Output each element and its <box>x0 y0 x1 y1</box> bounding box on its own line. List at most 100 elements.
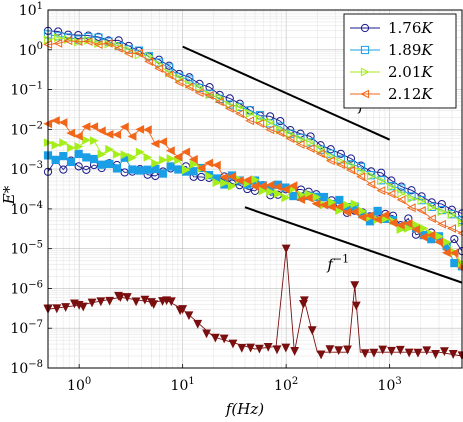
noise-floor-point <box>147 298 156 307</box>
data-point <box>97 149 107 159</box>
data-point <box>289 191 298 201</box>
reference-line-1 <box>182 45 391 141</box>
data-point <box>245 116 255 126</box>
noise-floor-point <box>202 329 211 339</box>
x-tick-label: 103 <box>378 376 402 394</box>
data-point <box>336 149 345 158</box>
noise-floor-point <box>360 349 370 359</box>
data-point <box>250 181 260 191</box>
data-point <box>97 160 106 169</box>
reference-label-exponent: −1 <box>333 252 349 265</box>
data-point <box>365 211 375 221</box>
noise-floor-point <box>228 339 238 349</box>
data-point <box>175 73 184 83</box>
data-point <box>196 163 206 173</box>
noise-floor-point <box>115 293 125 302</box>
legend-label-unit: K <box>420 85 433 103</box>
noise-floor-point <box>439 347 449 357</box>
data-point <box>447 205 457 214</box>
reference-lines <box>182 45 463 284</box>
data-point <box>74 162 83 171</box>
data-point <box>124 49 133 58</box>
data-point <box>357 213 367 222</box>
data-point <box>225 104 234 113</box>
x-tick-label: 101 <box>171 376 195 394</box>
y-tick-label-base: 10 <box>10 321 28 337</box>
noise-floor-point <box>105 296 115 306</box>
data-point <box>303 193 313 203</box>
data-point <box>257 181 267 191</box>
data-point <box>296 195 306 204</box>
data-point <box>120 150 130 160</box>
data-point <box>437 199 446 209</box>
data-point <box>165 146 175 156</box>
data-point <box>119 122 129 132</box>
data-point <box>397 188 407 198</box>
data-point <box>219 172 229 182</box>
data-point <box>395 220 405 230</box>
data-point <box>164 70 174 80</box>
data-point <box>66 143 76 153</box>
y-tick-label: 10−6 <box>10 279 43 297</box>
y-tick-label-base: 10 <box>19 43 37 59</box>
data-point <box>151 158 161 168</box>
noise-floor-point <box>350 281 360 291</box>
y-axis-label: E* <box>0 185 18 205</box>
data-point <box>350 199 360 209</box>
noise-floor-point <box>378 345 388 355</box>
legend-label: 2.01K <box>388 63 433 81</box>
data-point <box>275 128 285 138</box>
data-point <box>403 218 413 228</box>
y-tick-label: 10−7 <box>10 319 43 337</box>
data-point <box>74 30 83 40</box>
data-point <box>204 171 214 181</box>
y-tick-label-exp: −4 <box>28 200 43 211</box>
noise-floor-point <box>281 343 291 353</box>
data-point <box>134 48 143 58</box>
data-point <box>266 187 276 197</box>
noise-floor-point <box>162 296 172 306</box>
noise-floor-point <box>184 311 194 321</box>
data-point <box>346 165 356 175</box>
data-point <box>280 184 290 194</box>
data-point <box>418 232 428 242</box>
data-point <box>342 207 352 217</box>
data-point <box>64 35 73 44</box>
data-point <box>315 149 325 159</box>
data-point <box>142 125 152 135</box>
data-point <box>53 33 63 43</box>
data-point <box>150 139 160 149</box>
x-tick-label-base: 10 <box>378 378 396 394</box>
y-tick-label: 10−3 <box>10 160 43 178</box>
data-point <box>306 137 316 147</box>
noise-floor-point <box>237 343 247 353</box>
data-point <box>450 259 459 268</box>
data-point <box>73 37 83 46</box>
y-tick-label: 101 <box>19 1 43 19</box>
data-point <box>144 57 154 66</box>
y-tick-label: 100 <box>19 41 43 59</box>
data-point <box>225 94 234 103</box>
data-point <box>407 194 417 203</box>
y-tick-label-exp: −1 <box>28 81 43 92</box>
data-point <box>396 195 406 205</box>
plot-frame <box>47 9 463 369</box>
data-point <box>319 200 329 210</box>
data-point <box>105 159 114 169</box>
noise-floor-point <box>263 342 273 352</box>
legend-entry-2: 1.89K <box>350 41 433 59</box>
legend-label-value: 1.76 <box>388 19 421 37</box>
data-point <box>376 186 386 196</box>
data-point <box>128 153 138 163</box>
legend-marker <box>360 89 370 99</box>
noise-floor-point <box>52 304 62 314</box>
data-point <box>96 126 106 136</box>
data-point <box>59 152 68 161</box>
noise-floor-point <box>290 347 300 356</box>
data-point <box>73 131 83 141</box>
data-point <box>53 38 63 48</box>
noise-floor-point <box>219 334 229 344</box>
x-tick-label-exp: 2 <box>292 376 298 387</box>
data-point <box>194 88 204 98</box>
